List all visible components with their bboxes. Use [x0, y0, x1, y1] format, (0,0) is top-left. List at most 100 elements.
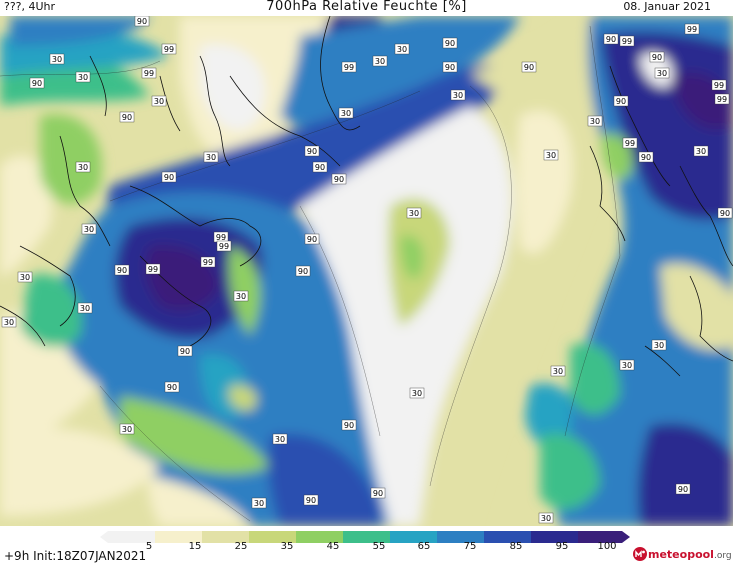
logo-tld: .org: [713, 550, 732, 561]
svg-text:99: 99: [148, 265, 158, 274]
svg-text:90: 90: [306, 496, 316, 505]
map-label-30: 30: [538, 512, 554, 524]
map-label-30: 30: [17, 271, 33, 283]
legend-tick: 95: [555, 541, 569, 552]
svg-text:30: 30: [412, 389, 422, 398]
legend-bar: [100, 531, 630, 543]
map-label-90: 90: [114, 264, 130, 276]
svg-text:30: 30: [375, 57, 385, 66]
legend-tick: 65: [417, 541, 431, 552]
legend-tick: 100: [597, 541, 617, 552]
map-label-30: 30: [338, 107, 354, 119]
map-label-99: 99: [619, 35, 635, 47]
svg-text:90: 90: [524, 63, 534, 72]
legend-tick: 35: [280, 541, 294, 552]
svg-text:90: 90: [652, 53, 662, 62]
svg-text:99: 99: [216, 233, 226, 242]
legend-swatch-55: [343, 531, 390, 543]
legend-swatch-65: [390, 531, 437, 543]
map-label-30: 30: [619, 359, 635, 371]
map-label-30: 30: [651, 339, 667, 351]
legend-tick: 5: [145, 541, 153, 552]
map-label-90: 90: [303, 494, 319, 506]
map-label-90: 90: [341, 419, 357, 431]
svg-text:30: 30: [553, 367, 563, 376]
legend-tick: 85: [509, 541, 523, 552]
svg-text:90: 90: [164, 173, 174, 182]
svg-text:90: 90: [32, 79, 42, 88]
svg-text:90: 90: [137, 17, 147, 26]
map-label-90: 90: [603, 33, 619, 45]
svg-text:30: 30: [696, 147, 706, 156]
map-title: 700hPa Relative Feuchte [%]: [266, 0, 467, 14]
legend-tick: 45: [326, 541, 340, 552]
legend-swatch-5: [108, 531, 155, 543]
map-label-30: 30: [587, 115, 603, 127]
logo-text: meteopool.org: [648, 548, 732, 561]
legend-tick: 25: [234, 541, 248, 552]
svg-text:30: 30: [80, 304, 90, 313]
svg-text:30: 30: [590, 117, 600, 126]
legend-swatch-75: [437, 531, 484, 543]
map-label-90: 90: [312, 161, 328, 173]
date-label: 08. Januar 2021: [623, 0, 711, 13]
map-label-99: 99: [684, 23, 700, 35]
svg-text:90: 90: [122, 113, 132, 122]
map-label-90: 90: [304, 145, 320, 157]
map-label-30: 30: [75, 161, 91, 173]
map-label-90: 90: [164, 381, 180, 393]
coastlines: [0, 16, 733, 377]
map-label-30: 30: [272, 433, 288, 445]
map-label-30: 30: [450, 89, 466, 101]
map-label-90: 90: [521, 61, 537, 73]
map-label-90: 90: [675, 483, 691, 495]
legend-swatch-45: [296, 531, 343, 543]
svg-text:30: 30: [206, 153, 216, 162]
svg-text:99: 99: [164, 45, 174, 54]
svg-text:30: 30: [453, 91, 463, 100]
map-label-30: 30: [693, 145, 709, 157]
svg-text:30: 30: [122, 425, 132, 434]
svg-text:99: 99: [622, 37, 632, 46]
map-label-30: 30: [654, 67, 670, 79]
humidity-field: [0, 16, 733, 526]
model-run-label: +9h Init:18Z07JAN2021: [4, 549, 147, 563]
isoline-labels: 90 30 90 30 99 99 30 90 30 30 90 99 30 3…: [1, 16, 733, 524]
meteopool-logo[interactable]: meteopool.org: [632, 545, 732, 563]
isolines: [0, 25, 621, 522]
legend-swatch-85: [484, 531, 531, 543]
svg-text:99: 99: [144, 69, 154, 78]
svg-text:30: 30: [341, 109, 351, 118]
map-label-30: 30: [81, 223, 97, 235]
map-label-30: 30: [151, 95, 167, 107]
map-label-30: 30: [77, 302, 93, 314]
map-label-30: 30: [203, 151, 219, 163]
logo-main: meteopool: [648, 547, 714, 561]
map-label-90: 90: [295, 265, 311, 277]
legend-tick-labels: 5 15 25 35 45 55 65 75 85 95 100: [0, 541, 733, 555]
legend-arrow-right: [622, 531, 630, 543]
legend-tick: 55: [372, 541, 386, 552]
map-label-99: 99: [141, 67, 157, 79]
svg-text:90: 90: [167, 383, 177, 392]
map-label-30: 30: [49, 53, 65, 65]
svg-text:99: 99: [219, 242, 229, 251]
svg-text:90: 90: [641, 153, 651, 162]
svg-text:90: 90: [298, 267, 308, 276]
map-label-90: 90: [134, 16, 150, 27]
legend-swatch-25: [202, 531, 249, 543]
map-label-99: 99: [622, 137, 638, 149]
svg-text:30: 30: [654, 341, 664, 350]
legend-swatch-35: [249, 531, 296, 543]
map-label-99: 99: [341, 61, 357, 73]
map-label-90: 90: [304, 233, 320, 245]
svg-text:90: 90: [344, 421, 354, 430]
map-label-99: 99: [145, 263, 161, 275]
map-label-99: 99: [200, 256, 216, 268]
map-label-99: 99: [711, 79, 727, 91]
map-label-30: 30: [251, 497, 267, 509]
svg-text:30: 30: [78, 163, 88, 172]
map-label-90: 90: [442, 37, 458, 49]
svg-text:99: 99: [687, 25, 697, 34]
legend-tick: 75: [463, 541, 477, 552]
